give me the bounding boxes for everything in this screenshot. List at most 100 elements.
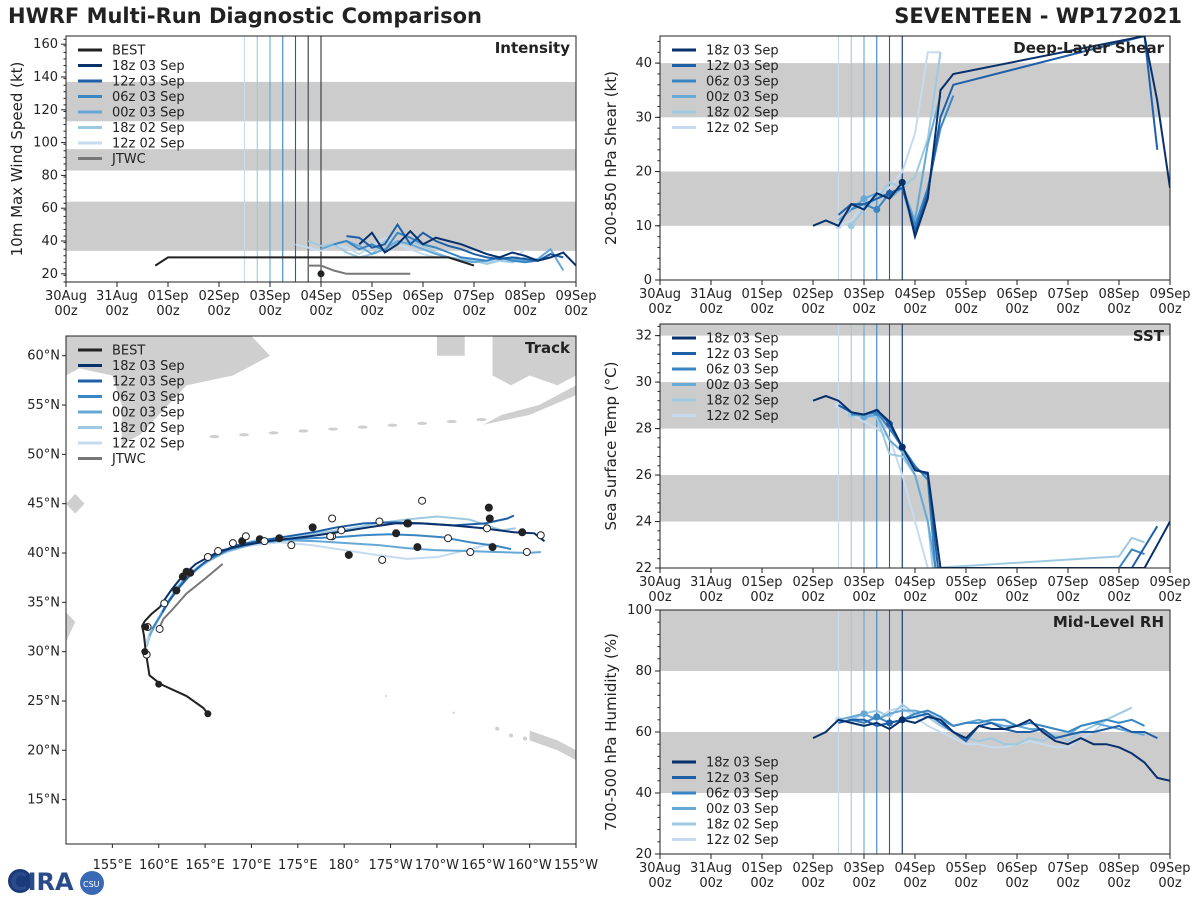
legend-entry: 00z 03 Sep	[706, 802, 779, 817]
legend-entry: 12z 02 Sep	[112, 137, 185, 152]
plot-area	[66, 36, 576, 282]
x-tick-label: 00z	[801, 302, 825, 317]
plot-area	[660, 36, 1170, 280]
y-tick-label: 22	[635, 561, 652, 576]
x-tick-label: 00z	[903, 302, 927, 317]
series-line	[358, 229, 576, 267]
legend-entry: 06z 03 Sep	[706, 75, 779, 90]
x-tick-label: 00z	[1056, 302, 1080, 317]
lat-tick-label: 40°N	[27, 546, 60, 561]
legend-entry: 18z 02 Sep	[706, 394, 779, 409]
lon-tick-label: 160°E	[139, 858, 179, 873]
x-tick-label: 31Aug	[690, 287, 732, 302]
track-marker	[260, 537, 269, 546]
shaded-band	[660, 475, 1170, 522]
shaded-band	[660, 63, 1170, 118]
track-marker	[484, 503, 493, 512]
y-tick-label: 40	[41, 234, 58, 249]
init-point	[873, 713, 881, 721]
lon-tick-label: 165°W	[461, 858, 505, 873]
x-tick-label: 00z	[954, 302, 978, 317]
lat-tick-label: 15°N	[27, 793, 60, 808]
track-marker	[160, 599, 169, 608]
lon-tick-label: 165°E	[185, 858, 225, 873]
x-tick-label: 09Sep	[1149, 287, 1190, 302]
x-tick-label: 00z	[648, 876, 672, 891]
x-tick-label: 02Sep	[792, 287, 833, 302]
x-tick-label: 00z	[903, 876, 927, 891]
init-point	[886, 719, 893, 727]
lat-tick-label: 60°N	[27, 349, 60, 364]
x-tick-label: 08Sep	[1098, 861, 1139, 876]
x-tick-label: 05Sep	[945, 861, 986, 876]
x-tick-label: 00z	[258, 304, 282, 319]
x-tick-label: 00z	[54, 304, 78, 319]
cira-logo: CIRA CSU	[8, 868, 104, 896]
jtwc-track-line	[158, 563, 224, 628]
x-tick-label: 00z	[903, 590, 927, 605]
x-tick-label: 00z	[411, 304, 435, 319]
legend-entry: 00z 03 Sep	[706, 378, 779, 393]
best-track-marker	[141, 648, 149, 656]
lon-tick-label: 180°	[329, 858, 360, 873]
x-tick-label: 09Sep	[1149, 861, 1190, 876]
track-marker	[328, 514, 337, 523]
lon-tick-label: 175°E	[278, 858, 318, 873]
logo-subtext: CSU	[83, 880, 100, 889]
panel-sst: 22242628303230Aug00z31Aug00z01Sep00z02Se…	[602, 323, 1191, 605]
shaded-band	[660, 324, 1170, 336]
y-axis-label: 700-500 hPa Humidity (%)	[602, 633, 620, 831]
y-tick-label: 32	[635, 329, 652, 344]
x-tick-label: 00z	[207, 304, 231, 319]
track-marker	[418, 496, 427, 505]
series-line	[320, 239, 565, 272]
y-tick-label: 60	[635, 725, 652, 740]
best-track-line	[154, 256, 475, 267]
y-tick-label: 160	[33, 37, 58, 52]
x-tick-label: 00z	[309, 304, 333, 319]
storm-id: SEVENTEEN - WP172021	[894, 4, 1182, 28]
panel-title: Mid-Level RH	[1053, 613, 1164, 631]
x-tick-label: 08Sep	[1098, 575, 1139, 590]
best-track-marker	[204, 710, 212, 718]
best-track-marker	[155, 680, 163, 688]
legend-entry: 00z 03 Sep	[706, 90, 779, 105]
legend-entry: 00z 03 Sep	[112, 106, 185, 121]
x-tick-label: 00z	[156, 304, 180, 319]
y-axis-label: 10m Max Wind Speed (kt)	[8, 62, 26, 257]
track-marker	[275, 534, 284, 543]
init-point	[898, 178, 906, 186]
aleutian-island	[387, 423, 398, 427]
landmass-kamchatka	[66, 336, 270, 445]
x-tick-label: 09Sep	[555, 289, 596, 304]
init-point	[873, 206, 881, 214]
jtwc-line	[308, 264, 411, 275]
x-tick-label: 31Aug	[690, 575, 732, 590]
x-tick-label: 05Sep	[945, 287, 986, 302]
series-line	[838, 706, 1107, 749]
legend-entry: 18z 03 Sep	[706, 44, 779, 59]
init-point	[860, 195, 868, 203]
track-marker	[522, 548, 531, 557]
track-marker	[485, 514, 494, 523]
legend-entry: 00z 03 Sep	[112, 406, 185, 421]
x-tick-label: 03Sep	[843, 861, 884, 876]
legend-entry: 06z 03 Sep	[112, 390, 185, 405]
track-marker	[375, 517, 384, 526]
x-tick-label: 00z	[801, 876, 825, 891]
x-tick-label: 30Aug	[45, 289, 87, 304]
lon-tick-label: 170°E	[232, 858, 272, 873]
track-marker	[378, 555, 387, 564]
track-marker	[155, 624, 164, 633]
x-tick-label: 04Sep	[894, 861, 935, 876]
x-tick-label: 07Sep	[1047, 861, 1088, 876]
series-line	[307, 239, 539, 266]
aleutian-island	[239, 433, 250, 437]
track-marker	[172, 586, 181, 595]
legend-entry: 18z 03 Sep	[706, 756, 779, 771]
map-frame	[65, 335, 577, 845]
x-tick-label: 02Sep	[198, 289, 239, 304]
x-tick-label: 00z	[648, 302, 672, 317]
lon-tick-label: 175°W	[368, 858, 412, 873]
track-marker	[536, 531, 545, 540]
